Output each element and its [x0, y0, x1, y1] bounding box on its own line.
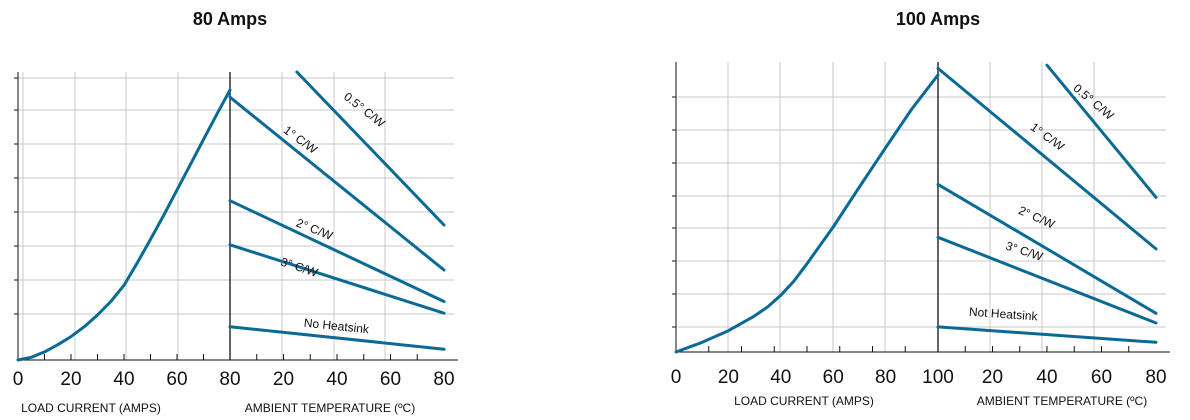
thermal-resistance-line — [1045, 63, 1158, 199]
x-tick-label-load: 0 — [671, 367, 682, 388]
chart-title: 100 Amps — [896, 9, 980, 29]
x-axis-label-ambient-temperature: AMBIENT TEMPERATURE (ºC) — [245, 401, 415, 415]
thermal-resistance-line — [295, 70, 446, 227]
x-axis-label-load-current: LOAD CURRENT (AMPS) — [734, 394, 874, 408]
thermal-resistance-line — [936, 235, 1158, 325]
x-tick-label-load: 40 — [770, 367, 791, 388]
x-tick-label-ambient: 80 — [433, 369, 454, 390]
x-tick-label-load: 20 — [60, 369, 81, 390]
x-tick-label-load: 0 — [13, 369, 24, 390]
x-tick-label-ambient: 20 — [273, 369, 294, 390]
thermal-resistance-line — [936, 66, 1158, 251]
x-tick-label-load: 60 — [823, 367, 844, 388]
power-dissipation-curve — [674, 73, 940, 354]
series-label: 1° C/W — [281, 123, 321, 157]
thermal-resistance-line — [228, 243, 446, 315]
x-tick-label-load: 60 — [166, 369, 187, 390]
x-axis-label-load-current: LOAD CURRENT (AMPS) — [21, 401, 161, 415]
x-tick-label-load: 80 — [875, 367, 896, 388]
thermal-resistance-line — [228, 325, 446, 351]
x-tick-label-ambient: 20 — [982, 367, 1003, 388]
thermal-resistance-line — [936, 182, 1158, 315]
series-label: Not Heatsink — [969, 305, 1040, 324]
thermal-resistance-line — [228, 199, 446, 303]
x-tick-label-ambient: 80 — [1145, 367, 1166, 388]
chart-80-amps: 80 Amps 0 20 40 60 80 20 40 60 80 LOAD CURRENT (AM… — [13, 9, 458, 415]
series-label: 3° C/W — [279, 255, 320, 280]
x-tick-label-load: 80 — [219, 369, 240, 390]
series-label: 2° C/W — [1016, 203, 1057, 232]
series-label: No Heatsink — [303, 316, 370, 337]
x-axis-label-ambient-temperature: AMBIENT TEMPERATURE (ºC) — [977, 394, 1147, 408]
chart-title: 80 Amps — [193, 9, 267, 29]
x-tick-label-load: 20 — [718, 367, 739, 388]
thermal-resistance-line — [936, 325, 1158, 344]
x-tick-label-ambient: 60 — [380, 369, 401, 390]
thermal-resistance-line — [228, 95, 446, 272]
x-tick-label-load: 100 — [922, 367, 954, 388]
x-tick-label-ambient: 60 — [1091, 367, 1112, 388]
power-dissipation-curve — [16, 88, 232, 362]
x-tick-label-ambient: 40 — [326, 369, 347, 390]
x-tick-label-ambient: 40 — [1036, 367, 1057, 388]
x-tick-label-load: 40 — [113, 369, 134, 390]
